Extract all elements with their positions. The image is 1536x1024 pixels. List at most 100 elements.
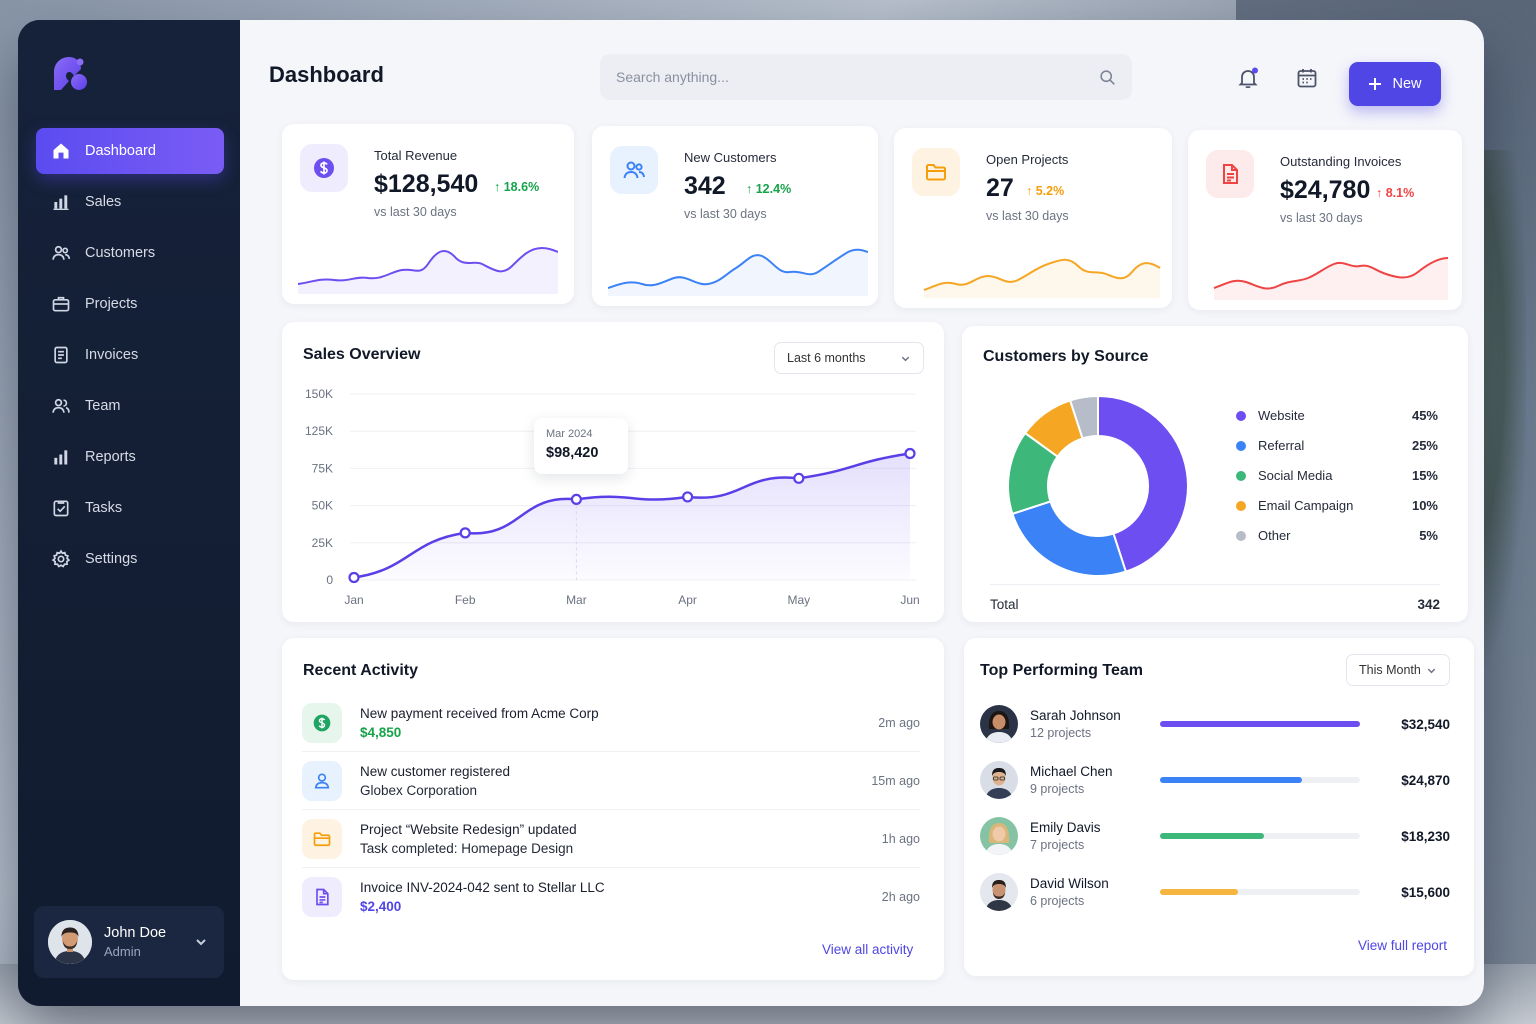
legend-item[interactable]: Email Campaign 10%: [1236, 498, 1438, 513]
kpi-card-outstanding-invoices[interactable]: Outstanding Invoices $24,780 ↑ 8.1% vs l…: [1188, 130, 1462, 310]
kpi-label: Open Projects: [986, 152, 1069, 167]
donut-segment-website[interactable]: [1097, 394, 1189, 573]
dropdown-value: Last 6 months: [787, 351, 866, 365]
new-button-label: New: [1392, 76, 1422, 92]
kpi-label: New Customers: [684, 150, 777, 165]
sidebar-item-team[interactable]: Team: [36, 383, 224, 429]
app-logo-icon[interactable]: [50, 54, 90, 94]
sales-overview-title: Sales Overview: [303, 346, 421, 363]
sidebar-item-sales[interactable]: Sales: [36, 179, 224, 225]
team-progress-bar: [1160, 833, 1360, 839]
user-profile-menu[interactable]: John Doe Admin: [34, 906, 224, 978]
reports-icon: [54, 450, 68, 465]
donut-total-value: 342: [1417, 597, 1440, 612]
activity-text: New customer registered Globex Corporati…: [360, 764, 871, 798]
activity-title: Invoice INV-2024-042 sent to Stellar LLC: [360, 880, 605, 895]
team-member-projects: 12 projects: [1030, 726, 1092, 740]
table-row[interactable]: Sarah Johnson 12 projects $32,540: [980, 700, 1450, 748]
list-item[interactable]: Invoice INV-2024-042 sent to Stellar LLC…: [302, 868, 920, 926]
kpi-card-total-revenue[interactable]: Total Revenue $128,540 ↑ 18.6% vs last 3…: [282, 124, 574, 304]
sidebar-item-tasks[interactable]: Tasks: [36, 485, 224, 531]
table-row[interactable]: David Wilson 6 projects $15,600: [980, 868, 1450, 916]
sidebar-item-label: Customers: [85, 245, 156, 261]
recent-activity-title: Recent Activity: [303, 662, 418, 679]
tooltip-value: $98,420: [546, 445, 599, 461]
sales-point[interactable]: [904, 447, 916, 460]
list-item[interactable]: New payment received from Acme Corp $4,8…: [302, 694, 920, 752]
team-member-name: Sarah Johnson: [1030, 708, 1121, 723]
invoice-icon: [316, 888, 329, 906]
kpi-subtext: vs last 30 days: [684, 207, 767, 221]
main-content: Dashboard New Total Revenue $128,540 ↑ 1…: [240, 20, 1484, 1006]
document-icon: [54, 346, 68, 364]
sidebar-nav: Dashboard Sales Customers Projects Invoi…: [36, 128, 224, 587]
kpi-subtext: vs last 30 days: [986, 209, 1069, 223]
team-member-meta: Michael Chen 9 projects: [1030, 764, 1150, 796]
y-tick-label: 25K: [312, 536, 333, 550]
team-member-amount: $15,600: [1401, 884, 1450, 900]
table-row[interactable]: Michael Chen 9 projects $24,870: [980, 756, 1450, 804]
sales-range-dropdown[interactable]: Last 6 months: [774, 342, 924, 374]
legend-dot: [1236, 530, 1246, 541]
legend-item[interactable]: Other 5%: [1236, 528, 1438, 543]
monitor-screen: Dashboard Sales Customers Projects Invoi…: [18, 20, 1484, 1006]
bell-icon[interactable]: [1236, 66, 1260, 90]
sparkline: [1213, 257, 1449, 300]
donut-segment-other[interactable]: [1068, 394, 1099, 440]
sales-point[interactable]: [348, 571, 360, 584]
dropdown-value: This Month: [1359, 663, 1421, 677]
sparkline: [298, 246, 558, 294]
team-member-projects: 6 projects: [1030, 894, 1085, 908]
top-team-card: Top Performing Team This Month Sarah Joh…: [964, 638, 1474, 976]
legend-item[interactable]: Social Media 15%: [1236, 468, 1438, 483]
sales-point[interactable]: [793, 472, 805, 484]
legend-item[interactable]: Website 45%: [1236, 408, 1438, 423]
x-tick-label: Mar: [566, 593, 587, 607]
activity-title: New payment received from Acme Corp: [360, 705, 599, 721]
kpi-delta: ↑ 18.6%: [494, 180, 540, 194]
kpi-icon-container: [912, 148, 960, 196]
table-row[interactable]: Emily Davis 7 projects $18,230: [980, 812, 1450, 860]
sales-line: [353, 452, 911, 579]
donut-segment-referral[interactable]: [1011, 500, 1128, 577]
kpi-card-new-customers[interactable]: New Customers 342 ↑ 12.4% vs last 30 day…: [592, 126, 878, 306]
sidebar: Dashboard Sales Customers Projects Invoi…: [18, 20, 240, 1006]
bar-chart-icon: [53, 195, 69, 210]
legend-item[interactable]: Referral 25%: [1236, 438, 1438, 453]
y-tick-label: 75K: [312, 461, 333, 475]
sales-point[interactable]: [459, 527, 471, 539]
team-range-dropdown[interactable]: This Month: [1346, 654, 1450, 686]
donut-total-row: Total 342: [990, 584, 1440, 612]
y-tick-label: 50K: [312, 499, 333, 513]
sidebar-item-dashboard[interactable]: Dashboard: [36, 128, 224, 174]
search-input[interactable]: [616, 69, 1099, 85]
sidebar-item-settings[interactable]: Settings: [36, 536, 224, 582]
calendar-icon[interactable]: [1295, 66, 1319, 90]
view-full-report-link[interactable]: View full report: [1358, 938, 1448, 953]
sales-point[interactable]: [682, 491, 694, 503]
team-progress-fill: [1160, 777, 1302, 783]
sales-area: [354, 453, 910, 580]
kpi-value: 342: [684, 172, 726, 200]
list-item[interactable]: Project “Website Redesign” updated Task …: [302, 810, 920, 868]
search-icon[interactable]: [1099, 69, 1116, 86]
checklist-icon: [53, 500, 69, 517]
sidebar-item-customers[interactable]: Customers: [36, 230, 224, 276]
kpi-delta: ↑ 5.2%: [1026, 184, 1065, 198]
view-all-activity-link[interactable]: View all activity: [822, 942, 914, 957]
kpi-icon-container: [1206, 150, 1254, 198]
activity-text: Project “Website Redesign” updated Task …: [360, 822, 882, 856]
kpi-card-open-projects[interactable]: Open Projects 27 ↑ 5.2% vs last 30 days: [894, 128, 1172, 308]
sidebar-item-projects[interactable]: Projects: [36, 281, 224, 327]
donut-total-label: Total: [990, 597, 1019, 612]
sales-point[interactable]: [570, 493, 582, 505]
kpi-subtext: vs last 30 days: [374, 205, 457, 219]
page-title: Dashboard: [269, 62, 384, 87]
team-member-name: David Wilson: [1030, 876, 1109, 891]
list-item[interactable]: New customer registered Globex Corporati…: [302, 752, 920, 810]
sidebar-item-reports[interactable]: Reports: [36, 434, 224, 480]
new-button[interactable]: New: [1349, 62, 1441, 106]
activity-time: 2m ago: [878, 715, 920, 730]
sidebar-item-invoices[interactable]: Invoices: [36, 332, 224, 378]
sidebar-item-label: Invoices: [85, 347, 139, 363]
